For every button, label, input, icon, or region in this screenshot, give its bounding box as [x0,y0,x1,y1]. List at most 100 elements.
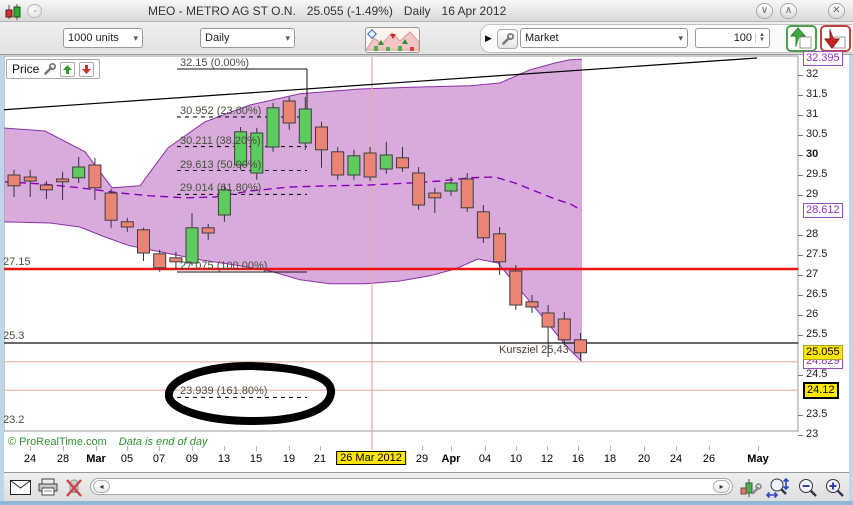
green-up-arrow-icon [63,64,73,74]
sell-arrow-icon [823,29,846,49]
chart-style-button[interactable] [365,27,420,53]
title-price: 25.055 (-1.49%) [306,4,393,18]
y-axis-tick [798,75,803,76]
x-axis-label: May [747,453,769,465]
spinner-arrows-icon[interactable]: ▲ ▼ [755,32,765,43]
y-axis-label: 25.5 [806,328,828,340]
highlighted-date-label: 26 Mar 2012 [336,451,406,465]
x-axis-label: Apr [441,453,461,465]
panel-arrow-icon[interactable]: ▶ [485,33,492,43]
buy-arrow-icon [789,27,812,49]
y-axis-tick [798,275,803,276]
x-axis-label: 19 [282,453,296,465]
x-axis-tick [192,446,193,451]
y-axis-tick [798,155,803,156]
units-select[interactable]: 1000 units ▾ [63,28,143,48]
main-toolbar: 1000 units ▾ Daily ▾ ▶ [0,22,853,55]
scroll-right-button[interactable]: ▸ [713,480,730,493]
x-axis-label: 12 [540,453,554,465]
fib-label: 32.15 (0.00%) [180,57,250,69]
price-panel-header: Price [6,59,101,79]
wrench-icon[interactable] [43,62,57,76]
x-axis-label: 24 [669,453,683,465]
y-axis-label: 28 [806,228,819,240]
x-axis-tick [485,446,486,451]
fib-label: 30.211 (38.20%) [180,134,261,147]
price-target-annotation: Kursziel 25,43 [499,344,569,356]
scroll-left-button[interactable]: ◂ [93,480,110,493]
close-button[interactable]: ✕ [828,3,845,19]
x-axis-label: 29 [415,453,429,465]
x-axis-tick [422,446,423,451]
y-axis-tick [798,315,803,316]
close-icon: ✕ [832,5,841,16]
title-timeframe: Daily [403,4,431,18]
x-axis-tick [758,446,759,451]
collapse-button[interactable]: ∨ [756,3,773,19]
y-axis-label: 30.5 [806,128,828,140]
y-axis-label: 31.5 [806,88,828,100]
y-axis-value-box: 28.612 [803,202,843,218]
bottom-toolbar: ◂ ▸ [0,472,853,501]
chart-options-button[interactable] [740,477,762,498]
y-axis-tick [798,135,803,136]
timeframe-select[interactable]: Daily ▾ [200,28,295,48]
y-axis-value-box: 24.12 [803,382,839,400]
x-axis-label: 24 [23,453,37,465]
title-bar: MEO - METRO AG ST O.N. 25.055 (-1.49%) D… [0,0,853,22]
price-level-label: 25.3 [3,330,25,342]
y-axis-label: 30 [806,148,819,160]
x-axis-label: 15 [249,453,263,465]
units-value: 1000 units [68,32,119,44]
y-axis-label: 26.5 [806,288,828,300]
buy-button[interactable] [786,25,817,52]
zoom-in-button[interactable] [824,477,846,499]
chart-area[interactable] [0,55,853,472]
x-axis-label: 16 [571,453,585,465]
fib-label: 29.613 (50.00%) [180,158,262,171]
x-axis-tick [547,446,548,451]
indicator-down-button[interactable] [79,61,95,77]
horizontal-scrollbar[interactable]: ◂ ▸ [90,478,733,495]
fib-label: 29.014 (61.80%) [180,182,262,195]
sell-button[interactable] [820,25,851,52]
y-axis-tick [798,235,803,236]
y-axis-label: 29.5 [806,168,828,180]
chevron-up-icon: ∧ [784,5,793,16]
zoom-fit-button[interactable] [766,477,792,499]
y-axis-label: 26 [806,308,819,320]
x-axis-tick [127,446,128,451]
email-button[interactable] [10,480,31,495]
y-axis-tick [798,255,803,256]
chevron-down-icon: ▾ [285,32,290,43]
copyright-line: © ProRealTime.com Data is end of day [8,436,207,448]
expand-button[interactable]: ∧ [780,3,797,19]
quantity-value: 100 [733,32,753,44]
chevron-down-icon: ▾ [133,32,138,43]
chevron-down-icon: ∨ [760,5,769,16]
chevron-down-icon: ▾ [678,32,683,43]
wrench-icon [502,32,514,45]
y-axis-value-box: 25.055 [803,344,843,360]
indicator-up-button[interactable] [60,61,76,77]
y-axis-label: 23.5 [806,408,828,420]
x-axis-tick [320,446,321,451]
y-axis-tick [798,375,803,376]
x-axis-label: 28 [56,453,70,465]
chart-style-icon [366,29,419,51]
quantity-spinner[interactable]: 100 ▲ ▼ [695,28,770,48]
window-frame-right [849,55,853,501]
market-select[interactable]: Market ▾ [520,28,688,48]
alerts-disabled-icon[interactable] [64,478,84,498]
x-axis-tick [30,446,31,451]
y-axis-tick [798,95,803,96]
panel-handle-button[interactable] [27,4,42,18]
zoom-out-button[interactable] [797,477,819,499]
x-axis-tick [63,446,64,451]
title-date: 16 Apr 2012 [441,4,507,18]
x-axis-label: 10 [509,453,523,465]
print-button[interactable] [38,478,58,496]
window-frame-left [0,55,4,501]
order-settings-button[interactable] [497,29,518,49]
x-axis-tick [516,446,517,451]
